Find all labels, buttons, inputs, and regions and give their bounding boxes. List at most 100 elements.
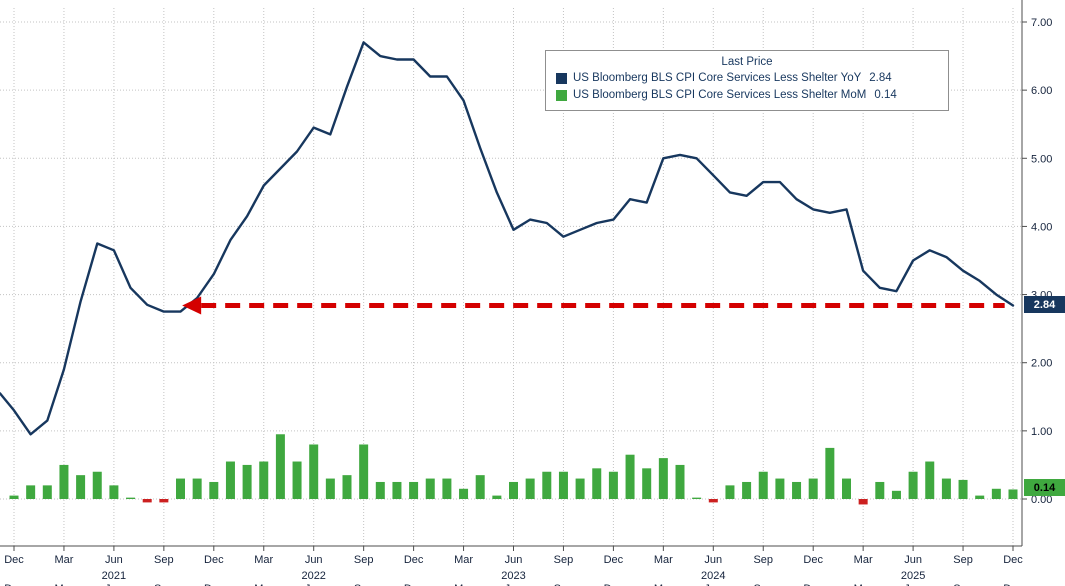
svg-text:2023: 2023 [501, 570, 525, 582]
mom-bar-negative [708, 499, 718, 503]
mom-bar [725, 485, 735, 499]
svg-text:Mar: Mar [54, 583, 73, 586]
svg-text:Sep: Sep [753, 583, 773, 586]
mom-bar [958, 479, 968, 499]
mom-bar [758, 471, 768, 499]
svg-text:2025: 2025 [901, 570, 925, 582]
mom-bar [692, 497, 702, 499]
mom-bar [575, 478, 585, 499]
mom-bar [225, 461, 235, 499]
mom-bar [492, 495, 502, 499]
svg-text:Sep: Sep [154, 583, 174, 586]
svg-text:Dec: Dec [404, 583, 424, 586]
mom-bar [92, 471, 102, 499]
mom-bar [991, 488, 1001, 499]
flat-trend-arrow-head-icon [182, 296, 202, 315]
svg-text:Mar: Mar [254, 583, 273, 586]
svg-text:Sep: Sep [354, 583, 374, 586]
svg-text:Jun: Jun [904, 554, 922, 566]
mom-series-swatch-icon [556, 90, 567, 101]
year-labels: 2021 2022 2023 2024 2025 [102, 570, 926, 582]
mom-bar [642, 468, 652, 499]
mom-bar [842, 478, 851, 499]
svg-text:Mar: Mar [254, 554, 273, 566]
svg-text:Dec: Dec [404, 554, 424, 566]
svg-text:Dec: Dec [1003, 583, 1023, 586]
mom-bar [908, 471, 918, 499]
mom-bar-negative [858, 499, 868, 505]
mom-bar [325, 478, 335, 499]
mom-bar [26, 485, 36, 499]
svg-text:Jun: Jun [505, 583, 523, 586]
svg-text:Mar: Mar [54, 554, 73, 566]
svg-text:Dec: Dec [803, 554, 823, 566]
mom-bar [808, 478, 818, 499]
svg-text:Dec: Dec [1003, 554, 1023, 566]
svg-text:Sep: Sep [953, 554, 973, 566]
yoy-series-swatch-icon [556, 73, 567, 84]
svg-text:Jun: Jun [704, 554, 722, 566]
mom-bar [891, 490, 901, 499]
svg-text:2022: 2022 [301, 570, 325, 582]
mom-bar [825, 447, 835, 499]
mom-bar [509, 481, 518, 499]
mom-bar [109, 485, 119, 499]
mom-bar [259, 461, 269, 499]
svg-text:Sep: Sep [953, 583, 973, 586]
svg-text:Dec: Dec [803, 583, 823, 586]
svg-text:Jun: Jun [105, 583, 123, 586]
legend-row-yoy: US Bloomberg BLS CPI Core Services Less … [556, 70, 938, 87]
mom-bar [875, 481, 885, 499]
mom-bar [459, 488, 469, 499]
mom-bar [359, 444, 369, 499]
svg-text:7.00: 7.00 [1031, 17, 1052, 29]
svg-text:Sep: Sep [154, 554, 174, 566]
svg-text:Sep: Sep [554, 583, 574, 586]
mom-bar [941, 478, 951, 499]
svg-text:2.00: 2.00 [1031, 358, 1052, 370]
mom-bars [9, 434, 1018, 505]
mom-bar [209, 481, 219, 499]
mom-bar [425, 478, 435, 499]
svg-text:Jun: Jun [904, 583, 922, 586]
mom-bar [592, 468, 602, 499]
svg-text:Mar: Mar [454, 583, 473, 586]
svg-text:Dec: Dec [604, 583, 624, 586]
mom-bar [242, 464, 252, 499]
legend-title: Last Price [721, 56, 773, 68]
svg-text:2021: 2021 [102, 570, 126, 582]
yoy-last-price-badge: 2.84 [1024, 296, 1065, 313]
mom-bar [409, 481, 419, 499]
svg-text:Jun: Jun [105, 554, 123, 566]
mom-bar [625, 454, 635, 499]
svg-text:1.00: 1.00 [1031, 426, 1052, 438]
svg-text:Sep: Sep [354, 554, 374, 566]
mom-bar-negative [159, 499, 169, 503]
svg-text:Dec: Dec [604, 554, 624, 566]
svg-text:5.00: 5.00 [1031, 153, 1052, 165]
x-axis-labels: Dec Mar Jun Sep Dec Mar Jun Sep Dec Mar Jun Sep Dec M… [4, 546, 1023, 566]
svg-text:Jun: Jun [704, 583, 722, 586]
mom-bar [792, 481, 802, 499]
mom-bar [342, 475, 352, 499]
mom-bar [975, 495, 985, 499]
svg-text:4.00: 4.00 [1031, 221, 1052, 233]
mom-bar [658, 458, 668, 499]
mom-bar [608, 471, 618, 499]
mom-bar [375, 481, 385, 499]
svg-text:Jun: Jun [305, 583, 323, 586]
svg-text:Sep: Sep [753, 554, 773, 566]
legend-box: Last Price US Bloomberg BLS CPI Core Ser… [545, 50, 949, 111]
cropped-axis-row: Dec Mar Jun Sep Dec Mar Jun Sep Dec Mar Jun Sep Dec M… [4, 583, 1023, 586]
mom-bar [59, 464, 69, 499]
mom-bar [292, 461, 302, 499]
mom-bar [542, 471, 552, 499]
mom-bar [192, 478, 202, 499]
svg-text:Mar: Mar [654, 554, 673, 566]
svg-text:Dec: Dec [204, 583, 224, 586]
mom-bar [558, 471, 568, 499]
mom-bar [775, 478, 785, 499]
y-axis-labels: 0.001.002.003.004.005.006.007.00 [1022, 17, 1052, 506]
